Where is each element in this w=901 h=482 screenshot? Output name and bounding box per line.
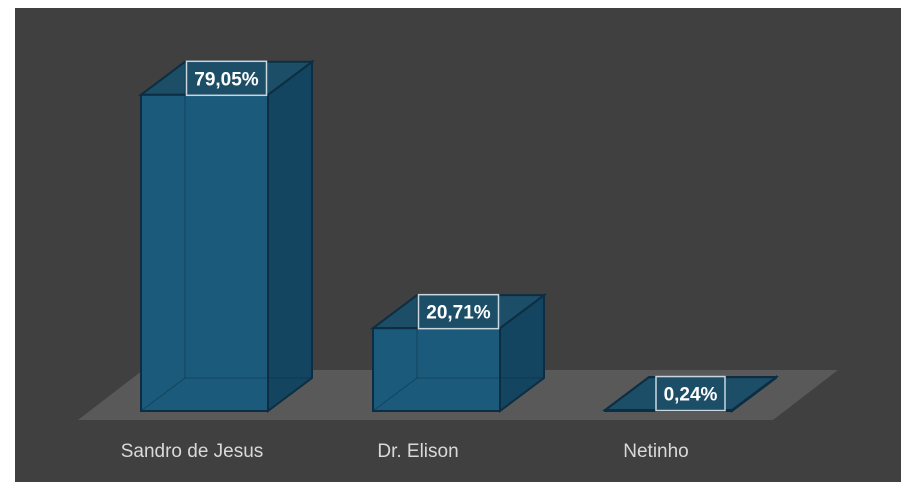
data-label-2: 20,71% — [417, 293, 500, 330]
category-axis: Sandro de Jesus Dr. Elison Netinho — [121, 441, 689, 462]
bar-side-face — [267, 59, 313, 413]
bar-series — [138, 59, 779, 413]
category-label: Netinho — [623, 441, 689, 462]
data-label-text: 79,05% — [194, 69, 259, 90]
data-label-3: 0,24% — [655, 375, 726, 412]
data-label-1: 79,05% — [185, 60, 268, 97]
category-label: Sandro de Jesus — [121, 441, 264, 462]
data-labels: 79,05% 20,71% 0,24% — [185, 60, 726, 412]
data-label-text: 20,71% — [426, 303, 491, 324]
data-label-box — [655, 375, 726, 412]
data-label-box — [417, 293, 500, 330]
bar-1 — [138, 59, 315, 413]
data-label-text: 0,24% — [664, 385, 718, 406]
bar-front-face — [372, 327, 501, 412]
bar-front-face — [140, 93, 269, 413]
data-label-box — [185, 60, 268, 97]
category-label: Dr. Elison — [377, 441, 458, 462]
